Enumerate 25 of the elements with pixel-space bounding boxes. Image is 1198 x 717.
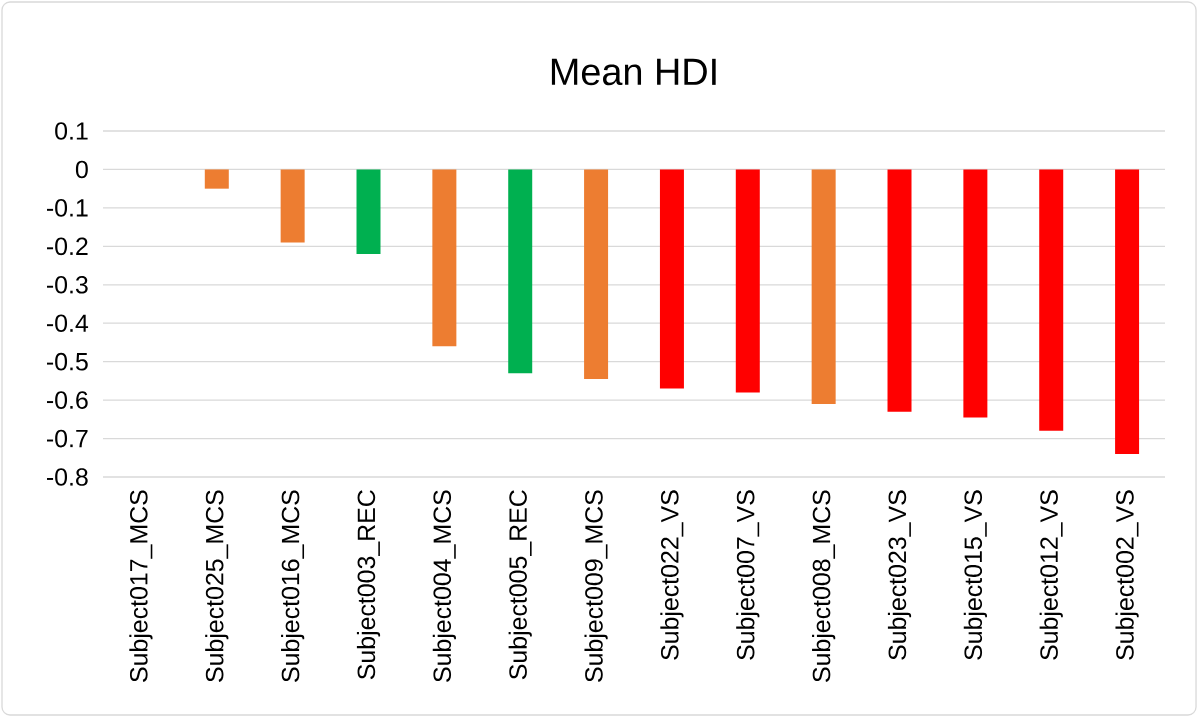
y-tick-label: -0.1 <box>46 199 88 217</box>
x-tick-label: Subject007_VS <box>736 490 760 660</box>
y-tick-label: -0.5 <box>46 352 88 371</box>
x-tick-label: Subject008_MCS <box>812 490 836 682</box>
y-tick-label: 0 <box>75 160 88 179</box>
y-tick-label: -0.2 <box>46 237 88 256</box>
y-tick-label: -0.6 <box>46 391 88 409</box>
y-tick-label: -0.4 <box>46 314 89 333</box>
x-tick-label: Subject012_VS <box>1039 490 1063 660</box>
x-tick-label: Subject004_MCS <box>432 490 456 682</box>
y-tick-label: -0.7 <box>46 429 88 448</box>
x-tick-label: Subject017_MCS <box>129 490 153 682</box>
x-tick-label: Subject002_VS <box>1115 490 1139 660</box>
x-tick-label: Subject009_MCS <box>584 490 608 682</box>
y-tick-label: 0.1 <box>55 122 88 140</box>
x-tick-label: Subject023_VS <box>887 490 912 660</box>
x-tick-label: Subject016_MCS <box>281 490 305 682</box>
x-tick-label: Subject003_REC <box>356 490 381 680</box>
y-tick-label: -0.3 <box>46 275 88 294</box>
chart-title: Mean HDI <box>551 58 716 86</box>
x-tick-label: Subject005_REC <box>508 490 532 680</box>
y-tick-label: -0.8 <box>46 468 88 486</box>
x-tick-label: Subject015_VS <box>963 490 987 660</box>
x-tick-label: Subject025_MCS <box>205 490 229 682</box>
x-tick-label: Subject022_VS <box>660 490 684 660</box>
